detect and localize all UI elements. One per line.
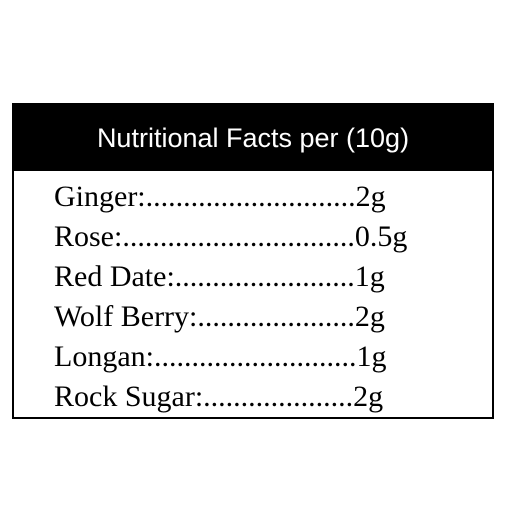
ingredient-row: Rock Sugar:.................... 2g — [54, 377, 484, 417]
dot-leader: ............................ — [145, 180, 356, 213]
dot-leader: ............................... — [122, 220, 355, 253]
ingredient-row: Ginger:............................2g — [54, 177, 484, 217]
label-title: Nutritional Facts per (10g) — [14, 105, 492, 171]
dot-leader: .................... — [203, 380, 354, 413]
dot-leader: ........................ — [174, 260, 355, 293]
ingredient-amount: 2g — [354, 300, 385, 333]
ingredient-name: Rose: — [54, 220, 123, 253]
ingredient-amount: 2g — [355, 180, 386, 213]
ingredient-name: Longan: — [54, 340, 154, 373]
ingredient-name: Ginger: — [54, 180, 146, 213]
ingredient-name: Wolf Berry: — [54, 300, 198, 333]
ingredient-amount: 2g — [353, 380, 384, 413]
ingredient-amount: 1g — [356, 340, 387, 373]
ingredient-amount: 1g — [354, 260, 385, 293]
dot-leader: ........................... — [153, 340, 357, 373]
ingredient-list: Ginger:............................2g Ro… — [54, 177, 484, 417]
dot-leader: ..................... — [197, 300, 355, 333]
ingredient-amount: 0.5g — [354, 220, 408, 253]
ingredient-row: Longan:...........................1g — [54, 337, 484, 377]
ingredient-row: Red Date:........................1g — [54, 257, 484, 297]
ingredient-row: Rose:............................... 0.5… — [54, 217, 484, 257]
ingredient-row: Wolf Berry:.....................2g — [54, 297, 484, 337]
ingredient-name: Rock Sugar: — [54, 380, 204, 413]
nutrition-label: Nutritional Facts per (10g) Ginger:.....… — [12, 103, 494, 419]
ingredient-name: Red Date: — [54, 260, 175, 293]
